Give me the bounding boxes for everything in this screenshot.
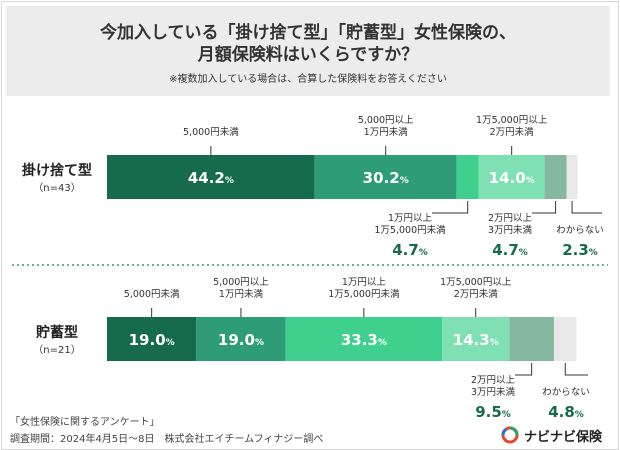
- segment-leader-line: [571, 201, 602, 214]
- segment-value-label: 33.3%: [341, 331, 387, 349]
- brand-logo: ナビナビ保険: [500, 425, 602, 445]
- segment-category-label: 5,000円未満: [183, 126, 239, 138]
- bar-segment: [566, 155, 578, 199]
- bar-segment: [107, 155, 315, 199]
- segment-value-label: 44.2%: [188, 169, 234, 187]
- bar-segment: [478, 155, 545, 199]
- chart-note: ※複数加入している場合は、合算した保険料をお答えください: [169, 74, 447, 85]
- segment-value-label: 19.0%: [218, 331, 264, 349]
- bar-segment: [456, 155, 479, 199]
- segment-value-label: 4.8%: [548, 403, 584, 421]
- bar-segment: [196, 317, 286, 361]
- brand-logo-text: ナビナビ保険: [524, 429, 603, 445]
- chart-header: 今加入している「掛け捨て型」「貯蓄型」女性保険の、 月額保険料はいくらですか？ …: [6, 6, 610, 96]
- segment-value-label: 9.5%: [475, 403, 511, 421]
- bar-segment: [553, 317, 577, 361]
- segment-leader-line: [564, 363, 588, 376]
- segment-leader-line: [515, 363, 533, 376]
- footer-survey-name: 「女性保険に関するアンケート」: [10, 417, 160, 428]
- segment-category-label: 1万円以上 1万5,000円未満: [374, 213, 446, 236]
- bar-segment: [285, 317, 443, 361]
- segment-value-label: 14.3%: [453, 331, 499, 349]
- bar-segment: [442, 317, 510, 361]
- bar-segment: [314, 155, 457, 199]
- bar-segment: [107, 317, 197, 361]
- segment-value-label: 4.7%: [392, 241, 428, 259]
- bar-sample-size: （n=21）: [33, 344, 80, 356]
- segment-value-label: 4.7%: [492, 241, 528, 259]
- segment-category-label: 5,000円以上 1万円未満: [358, 115, 414, 138]
- bar-label: 掛け捨て型: [22, 162, 92, 179]
- footer-survey-period: 調査期間：2024年4月5日～8日 株式会社エイチームフィナジー調べ: [10, 434, 324, 445]
- segment-category-label: 1万円以上 1万5,000円未満: [328, 277, 400, 300]
- segment-value-label: 30.2%: [363, 169, 409, 187]
- segment-leader-line: [532, 201, 557, 214]
- segment-category-label: わからない: [556, 225, 604, 236]
- segment-category-label: 2万円以上 3万円未満: [488, 213, 533, 236]
- navinavi-logo-icon: [501, 426, 519, 444]
- segment-category-label: 5,000円未満: [124, 288, 180, 300]
- chart-title-line2: 月額保険料はいくらですか？: [197, 45, 419, 65]
- bar-label: 貯蓄型: [36, 324, 78, 341]
- bar-segment: [509, 317, 554, 361]
- bar-segment: [544, 155, 567, 199]
- bar-sample-size: （n=43）: [33, 182, 80, 194]
- segment-value-label: 14.0%: [489, 169, 535, 187]
- segment-value-label: 2.3%: [562, 241, 598, 259]
- segment-category-label: わからない: [542, 387, 590, 398]
- segment-category-label: 1万5,000円以上 2万円未満: [476, 115, 548, 138]
- segment-category-label: 5,000円以上 1万円未満: [213, 277, 269, 300]
- segment-leader-line: [432, 201, 469, 214]
- segment-category-label: 2万円以上 3万円未満: [471, 375, 516, 398]
- chart-title-line1: 今加入している「掛け捨て型」「貯蓄型」女性保険の、: [100, 23, 516, 43]
- segment-category-label: 1万5,000円以上 2万円未満: [440, 277, 512, 300]
- segment-value-label: 19.0%: [129, 331, 175, 349]
